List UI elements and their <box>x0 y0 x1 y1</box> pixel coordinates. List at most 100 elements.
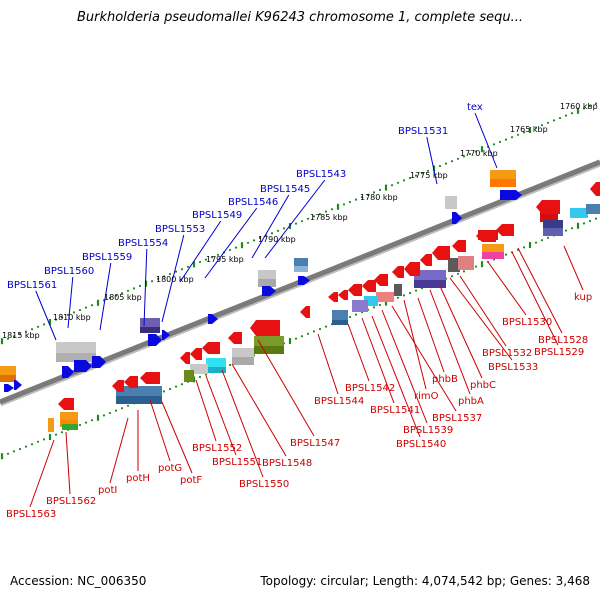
reverse-gene-arrow[interactable] <box>300 306 310 318</box>
reverse-gene-arrow[interactable] <box>476 230 496 242</box>
reverse-gene-label[interactable]: BPSL1544 <box>314 396 364 407</box>
forward-gene-arrow[interactable] <box>208 314 218 324</box>
reverse-gene-arrow[interactable] <box>112 380 124 392</box>
gene-block[interactable] <box>490 179 516 187</box>
reverse-gene-label[interactable]: BPSL1541 <box>370 405 420 416</box>
gene-block[interactable] <box>184 370 194 382</box>
forward-gene-arrow[interactable] <box>162 330 170 340</box>
gene-block[interactable] <box>332 310 348 320</box>
reverse-gene-arrow[interactable] <box>590 182 600 196</box>
reverse-gene-arrow[interactable] <box>392 266 404 278</box>
reverse-gene-label[interactable]: BPSL1552 <box>192 443 242 454</box>
gene-block[interactable] <box>232 348 254 357</box>
gene-block[interactable] <box>206 358 226 367</box>
reverse-gene-label[interactable]: BPSL1548 <box>262 458 312 469</box>
reverse-gene-label[interactable]: BPSL1551 <box>212 457 262 468</box>
reverse-gene-arrow[interactable] <box>58 398 74 410</box>
reverse-gene-arrow[interactable] <box>190 348 202 360</box>
gene-block[interactable] <box>543 220 563 229</box>
gene-block[interactable] <box>448 258 460 272</box>
gene-block[interactable] <box>60 420 78 427</box>
forward-gene-arrow[interactable] <box>92 356 106 368</box>
gene-block[interactable] <box>140 318 160 327</box>
reverse-gene-arrow[interactable] <box>140 372 160 384</box>
gene-block[interactable] <box>376 292 394 302</box>
reverse-gene-label[interactable]: potF <box>180 475 202 486</box>
reverse-gene-label[interactable]: kup <box>574 292 592 303</box>
gene-block[interactable] <box>116 386 162 396</box>
forward-gene-arrow[interactable] <box>4 384 14 392</box>
reverse-gene-label[interactable]: potH <box>126 473 150 484</box>
gene-block[interactable] <box>394 284 402 296</box>
forward-gene-label[interactable]: BPSL1531 <box>398 126 448 137</box>
gene-block[interactable] <box>540 212 558 222</box>
forward-gene-arrow[interactable] <box>14 380 22 390</box>
forward-gene-arrow[interactable] <box>262 286 276 296</box>
reverse-gene-label[interactable]: BPSL1540 <box>396 439 446 450</box>
reverse-gene-arrow[interactable] <box>228 332 242 344</box>
gene-block[interactable] <box>482 244 504 252</box>
forward-gene-label[interactable]: BPSL1560 <box>44 266 94 277</box>
gene-block[interactable] <box>458 256 474 270</box>
reverse-gene-label[interactable]: phbC <box>470 380 496 391</box>
reverse-gene-arrow[interactable] <box>496 224 514 236</box>
reverse-gene-label[interactable]: phbA <box>458 396 484 407</box>
forward-gene-label[interactable]: tex <box>467 102 483 113</box>
reverse-gene-arrow[interactable] <box>328 292 338 302</box>
reverse-gene-label[interactable]: BPSL1529 <box>534 347 584 358</box>
forward-gene-arrow[interactable] <box>74 360 92 372</box>
gene-block[interactable] <box>116 396 162 404</box>
gene-block[interactable] <box>294 258 308 266</box>
gene-block[interactable] <box>140 327 160 333</box>
reverse-gene-arrow[interactable] <box>338 290 348 300</box>
reverse-gene-arrow[interactable] <box>404 262 420 276</box>
gene-block[interactable] <box>543 228 563 236</box>
reverse-gene-arrow[interactable] <box>250 320 280 336</box>
gene-block[interactable] <box>294 266 308 272</box>
forward-gene-label[interactable]: BPSL1553 <box>155 224 205 235</box>
reverse-gene-label[interactable]: phbB <box>432 374 458 385</box>
forward-gene-label[interactable]: BPSL1543 <box>296 169 346 180</box>
gene-block[interactable] <box>206 367 226 373</box>
gene-block[interactable] <box>258 279 276 287</box>
reverse-gene-arrow[interactable] <box>124 376 138 388</box>
forward-gene-label[interactable]: BPSL1546 <box>228 197 278 208</box>
gene-block[interactable] <box>56 353 96 362</box>
gene-block[interactable] <box>258 270 276 279</box>
reverse-gene-label[interactable]: BPSL1547 <box>290 438 340 449</box>
gene-block[interactable] <box>445 196 457 209</box>
reverse-gene-arrow[interactable] <box>374 274 388 286</box>
gene-block[interactable] <box>352 300 368 312</box>
gene-block[interactable] <box>56 342 96 353</box>
reverse-gene-label[interactable]: rimO <box>414 391 439 402</box>
reverse-gene-label[interactable]: BPSL1550 <box>239 479 289 490</box>
reverse-gene-arrow[interactable] <box>432 246 450 260</box>
reverse-gene-label[interactable]: BPSL1528 <box>538 335 588 346</box>
reverse-gene-label[interactable]: potG <box>158 463 182 474</box>
reverse-gene-label[interactable]: BPSL1563 <box>6 509 56 520</box>
gene-block[interactable] <box>490 170 516 179</box>
gene-block[interactable] <box>570 208 588 218</box>
reverse-gene-arrow[interactable] <box>452 240 466 252</box>
forward-gene-label[interactable]: BPSL1559 <box>82 252 132 263</box>
gene-block[interactable] <box>414 280 446 288</box>
reverse-gene-arrow[interactable] <box>362 280 376 292</box>
reverse-gene-label[interactable]: BPSL1533 <box>488 362 538 373</box>
reverse-gene-arrow[interactable] <box>420 254 432 266</box>
gene-block[interactable] <box>232 357 254 365</box>
gene-block[interactable] <box>48 418 54 432</box>
gene-block[interactable] <box>586 204 600 214</box>
forward-gene-arrow[interactable] <box>500 190 522 200</box>
reverse-gene-label[interactable]: BPSL1539 <box>403 425 453 436</box>
gene-block[interactable] <box>254 336 284 346</box>
gene-block[interactable] <box>190 364 208 374</box>
gene-block[interactable] <box>482 252 504 259</box>
forward-gene-arrow[interactable] <box>452 212 462 224</box>
reverse-gene-label[interactable]: BPSL1562 <box>46 496 96 507</box>
reverse-gene-label[interactable]: BPSL1542 <box>345 383 395 394</box>
forward-gene-arrow[interactable] <box>148 334 162 346</box>
forward-gene-label[interactable]: BPSL1545 <box>260 184 310 195</box>
forward-gene-arrow[interactable] <box>298 276 310 285</box>
reverse-gene-arrow[interactable] <box>180 352 190 364</box>
